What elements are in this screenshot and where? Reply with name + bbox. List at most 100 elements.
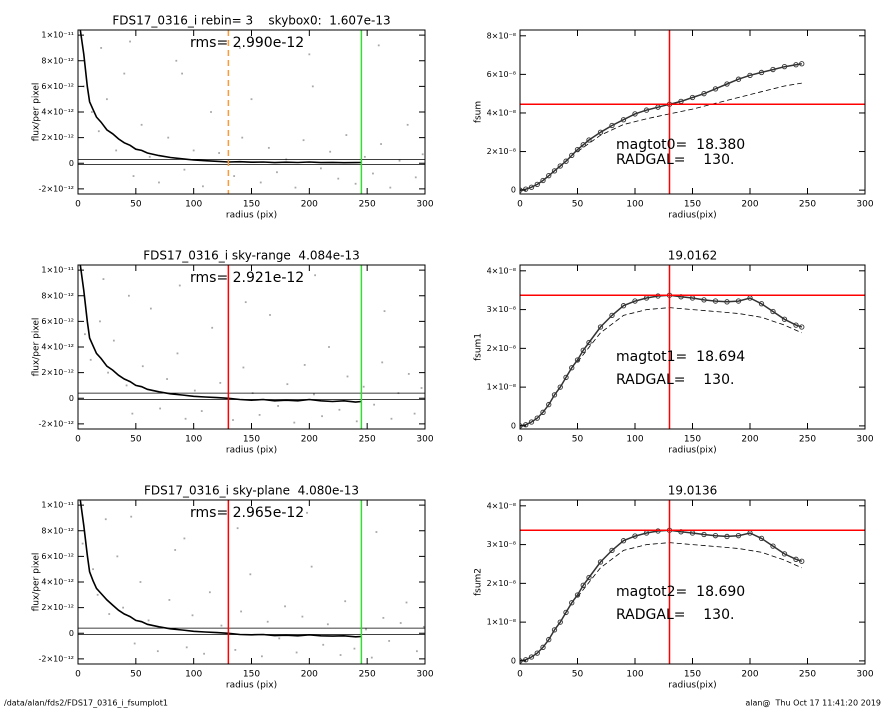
y-axis-label: fsum1 (474, 333, 484, 361)
y-tick-label: 0 (69, 629, 74, 638)
scatter-point (202, 185, 204, 188)
y-tick-label: 8×10⁻⁸ (487, 31, 516, 40)
scatter-point (131, 412, 134, 415)
y-tick-label: -2×10⁻¹² (39, 419, 75, 428)
growth-point (712, 533, 719, 539)
growth-point (569, 152, 575, 159)
growth-point (523, 657, 529, 663)
y-tick-label: 2×10⁻¹² (41, 368, 74, 377)
annotation: rms= 2.921e-12 (190, 270, 304, 286)
growth-point (799, 324, 805, 330)
y-tick-label: 0 (511, 186, 516, 195)
scatter-point (261, 655, 263, 658)
scatter-point (218, 152, 221, 154)
y-tick-label: 4×10⁻¹² (41, 343, 74, 352)
scatter-point (108, 613, 111, 615)
growth-point (712, 298, 719, 304)
growth-point (540, 409, 546, 415)
scatter-point (293, 421, 296, 424)
growth-point (597, 559, 604, 565)
plot-frame (77, 29, 426, 195)
scatter-point (240, 610, 242, 613)
growth-point (546, 173, 552, 179)
scatter-point (183, 168, 186, 171)
growth-point (620, 303, 627, 309)
scatter-point (96, 593, 99, 596)
scatter-point (129, 40, 131, 43)
scatter-point (208, 591, 211, 594)
scatter-point (81, 542, 84, 545)
y-tick-label: 0 (69, 159, 74, 168)
scatter-point (398, 159, 401, 162)
growth-point (546, 636, 552, 643)
plot-frame (519, 264, 866, 430)
scatter-point (159, 407, 162, 410)
growth-point (597, 129, 604, 135)
growth-point (724, 299, 730, 305)
growth-point (523, 422, 529, 428)
growth-point (724, 533, 730, 540)
growth-point (563, 374, 569, 381)
y-tick-label: 1×10⁻¹¹ (41, 31, 74, 40)
scatter-point (375, 531, 378, 533)
growth-point (540, 177, 546, 184)
scatter-point (133, 642, 136, 645)
scatter-point (363, 155, 366, 158)
y-tick-label: 2×10⁻¹² (41, 133, 74, 142)
panel: 0 50 100 150 200 250 300 0 2×10⁻⁸ 4×10⁻⁸ 6×10⁻⁸ 8×1… (474, 29, 874, 221)
x-tick-label: 300 (856, 670, 873, 680)
scatter-point (329, 150, 332, 153)
scatter-point (405, 601, 408, 604)
y-tick-label: 1×10⁻¹¹ (41, 501, 74, 510)
scatter-point (200, 410, 203, 412)
x-tick-label: 250 (359, 435, 376, 445)
x-tick-label: 250 (799, 435, 816, 445)
growth-point (735, 533, 742, 539)
chart-title: 19.0136 (668, 484, 718, 498)
scatter-point (407, 373, 410, 375)
chart-title: 19.0162 (668, 249, 718, 263)
x-tick-label: 250 (359, 670, 376, 680)
scatter-point (416, 650, 418, 653)
scatter-point (97, 130, 100, 133)
y-tick-label: 6×10⁻¹² (41, 317, 74, 326)
panel: 0 50 100 150 200 250 300 1×10⁻¹¹ 8×10⁻¹² 6×10⁻¹² 4… (32, 249, 434, 456)
scatter-point (322, 643, 325, 646)
x-tick-label: 50 (130, 670, 142, 680)
x-tick-label: 0 (517, 670, 523, 680)
growth-point (597, 324, 604, 330)
profile-line (79, 265, 362, 403)
x-tick-label: 50 (572, 670, 584, 680)
growth-point (632, 298, 638, 304)
scatter-point (156, 650, 159, 653)
dashed-curve (577, 307, 802, 363)
y-tick-label: 6×10⁻⁸ (487, 70, 516, 79)
x-tick-label: 0 (75, 435, 81, 445)
scatter-point (89, 358, 92, 361)
x-tick-label: 100 (626, 200, 643, 210)
scatter-point (104, 518, 107, 521)
scatter-point (220, 624, 223, 627)
x-tick-label: 150 (684, 435, 701, 445)
scatter-point (337, 177, 340, 180)
x-tick-label: 250 (359, 200, 376, 210)
scatter-point (211, 326, 214, 329)
x-axis-label: radius(pix) (668, 446, 716, 456)
scatter-point (84, 333, 86, 336)
growth-point (735, 298, 742, 304)
plot-area (78, 30, 425, 194)
growth-point (781, 316, 788, 322)
scatter-point (130, 515, 133, 518)
scatter-point (176, 352, 179, 355)
x-tick-label: 300 (856, 435, 873, 445)
x-tick-label: 300 (856, 200, 873, 210)
y-tick-label: 6×10⁻¹² (41, 552, 74, 561)
x-tick-label: 300 (416, 200, 433, 210)
scatter-point (203, 652, 205, 655)
scatter-point (148, 155, 151, 158)
scatter-point (345, 134, 348, 136)
scatter-point (175, 59, 178, 62)
scatter-point (115, 149, 118, 152)
growth-point (557, 384, 563, 390)
plot-area (520, 265, 865, 429)
